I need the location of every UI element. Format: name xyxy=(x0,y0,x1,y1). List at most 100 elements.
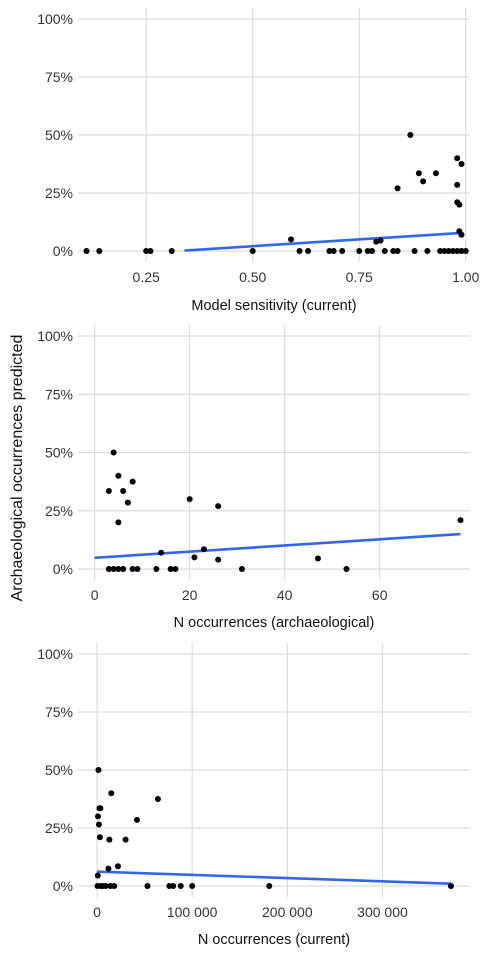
data-point xyxy=(296,248,303,254)
data-point xyxy=(83,248,90,254)
scatter-panel-3: 0% 25% 50% 75% 100% 0 100 000 200 000 300 000 N o… xyxy=(37,643,470,948)
data-point xyxy=(172,566,179,572)
data-point xyxy=(356,248,363,254)
data-point xyxy=(377,237,384,244)
x-tick-label: 0.25 xyxy=(133,269,160,285)
data-point xyxy=(106,836,113,843)
data-point xyxy=(200,546,207,553)
data-point xyxy=(94,813,101,820)
data-point xyxy=(457,517,464,524)
data-point xyxy=(115,472,122,479)
data-point xyxy=(129,566,136,572)
data-point xyxy=(215,556,222,563)
y-tick-label: 0% xyxy=(53,243,73,259)
data-point xyxy=(394,248,401,254)
data-point xyxy=(314,555,321,562)
data-point xyxy=(458,161,465,167)
y-tick-label: 0% xyxy=(53,878,73,894)
data-point xyxy=(424,248,431,254)
data-point xyxy=(437,248,444,254)
data-point xyxy=(170,883,177,889)
data-point xyxy=(133,816,140,823)
x-axis-title: N occurrences (archaeological) xyxy=(174,615,375,631)
trend-line xyxy=(184,231,462,252)
trend-line xyxy=(94,532,461,560)
data-point xyxy=(105,487,112,494)
y-axis-title: Archaeological occurrences predicted xyxy=(9,335,26,602)
data-point xyxy=(343,566,350,572)
y-tick-label: 50% xyxy=(45,127,73,143)
y-tick-label: 50% xyxy=(45,445,73,461)
x-tick-label: 0 xyxy=(93,904,101,920)
data-point xyxy=(120,487,127,494)
data-point xyxy=(97,805,104,812)
data-point xyxy=(105,865,112,872)
data-point xyxy=(134,566,141,572)
data-point xyxy=(456,201,463,208)
x-tick-label: 200 000 xyxy=(262,904,313,920)
data-point xyxy=(96,834,103,841)
x-tick-label: 0.75 xyxy=(346,269,373,285)
data-point xyxy=(394,185,401,192)
data-point xyxy=(215,503,222,510)
data-point xyxy=(449,248,456,254)
data-point xyxy=(147,248,154,254)
data-point xyxy=(120,566,127,572)
y-tick-label: 100% xyxy=(37,646,73,662)
data-point xyxy=(168,248,175,254)
y-tick-label: 100% xyxy=(37,328,73,344)
data-point xyxy=(95,821,102,828)
x-axis-title: Model sensitivity (current) xyxy=(191,298,356,314)
data-point xyxy=(458,231,465,238)
data-point xyxy=(122,836,129,843)
data-point xyxy=(96,248,103,254)
data-point xyxy=(111,883,118,889)
data-point xyxy=(441,248,448,254)
data-point xyxy=(454,248,461,254)
y-tick-label: 25% xyxy=(45,503,73,519)
data-point xyxy=(189,883,196,889)
data-point xyxy=(94,872,101,879)
data-point xyxy=(326,248,333,254)
x-tick-label: 100 000 xyxy=(167,904,218,920)
scatter-panel-1: 0% 25% 50% 75% 100% 0.25 0.50 0.75 1.00 Model sen… xyxy=(37,8,480,314)
x-tick-label: 0.50 xyxy=(239,269,266,285)
data-point xyxy=(167,566,174,572)
y-tick-label: 75% xyxy=(45,704,73,720)
data-point xyxy=(238,566,245,572)
data-point xyxy=(339,248,346,254)
data-point xyxy=(108,790,115,797)
data-point xyxy=(114,863,121,870)
data-point xyxy=(462,248,469,254)
data-point xyxy=(364,248,371,254)
data-point xyxy=(129,478,136,485)
data-point xyxy=(95,767,102,773)
data-point xyxy=(124,499,131,506)
data-point xyxy=(458,248,465,254)
data-point xyxy=(110,566,117,572)
data-point xyxy=(143,248,150,254)
data-point xyxy=(177,883,184,889)
data-point xyxy=(415,170,422,177)
data-point xyxy=(447,883,454,889)
data-point xyxy=(186,496,193,503)
y-tick-label: 75% xyxy=(45,69,73,85)
data-point xyxy=(288,236,295,243)
trend-line xyxy=(96,870,452,885)
panels: 0% 25% 50% 75% 100% 0.25 0.50 0.75 1.00 Model sen… xyxy=(37,8,480,948)
x-tick-label: 40 xyxy=(277,587,293,603)
data-point xyxy=(454,181,461,188)
scatter-panel-2: 0% 25% 50% 75% 100% 0 20 40 60 N occurrences (arc… xyxy=(37,325,470,631)
y-tick-label: 50% xyxy=(45,762,73,778)
data-point xyxy=(191,554,198,561)
x-tick-label: 1.00 xyxy=(452,269,479,285)
data-point xyxy=(102,883,109,889)
x-axis-title: N occurrences (current) xyxy=(198,932,350,948)
data-point xyxy=(420,178,427,185)
data-point xyxy=(144,883,151,889)
y-tick-label: 0% xyxy=(53,561,73,577)
data-point xyxy=(153,566,160,572)
data-point xyxy=(445,248,452,254)
data-point xyxy=(249,248,256,254)
